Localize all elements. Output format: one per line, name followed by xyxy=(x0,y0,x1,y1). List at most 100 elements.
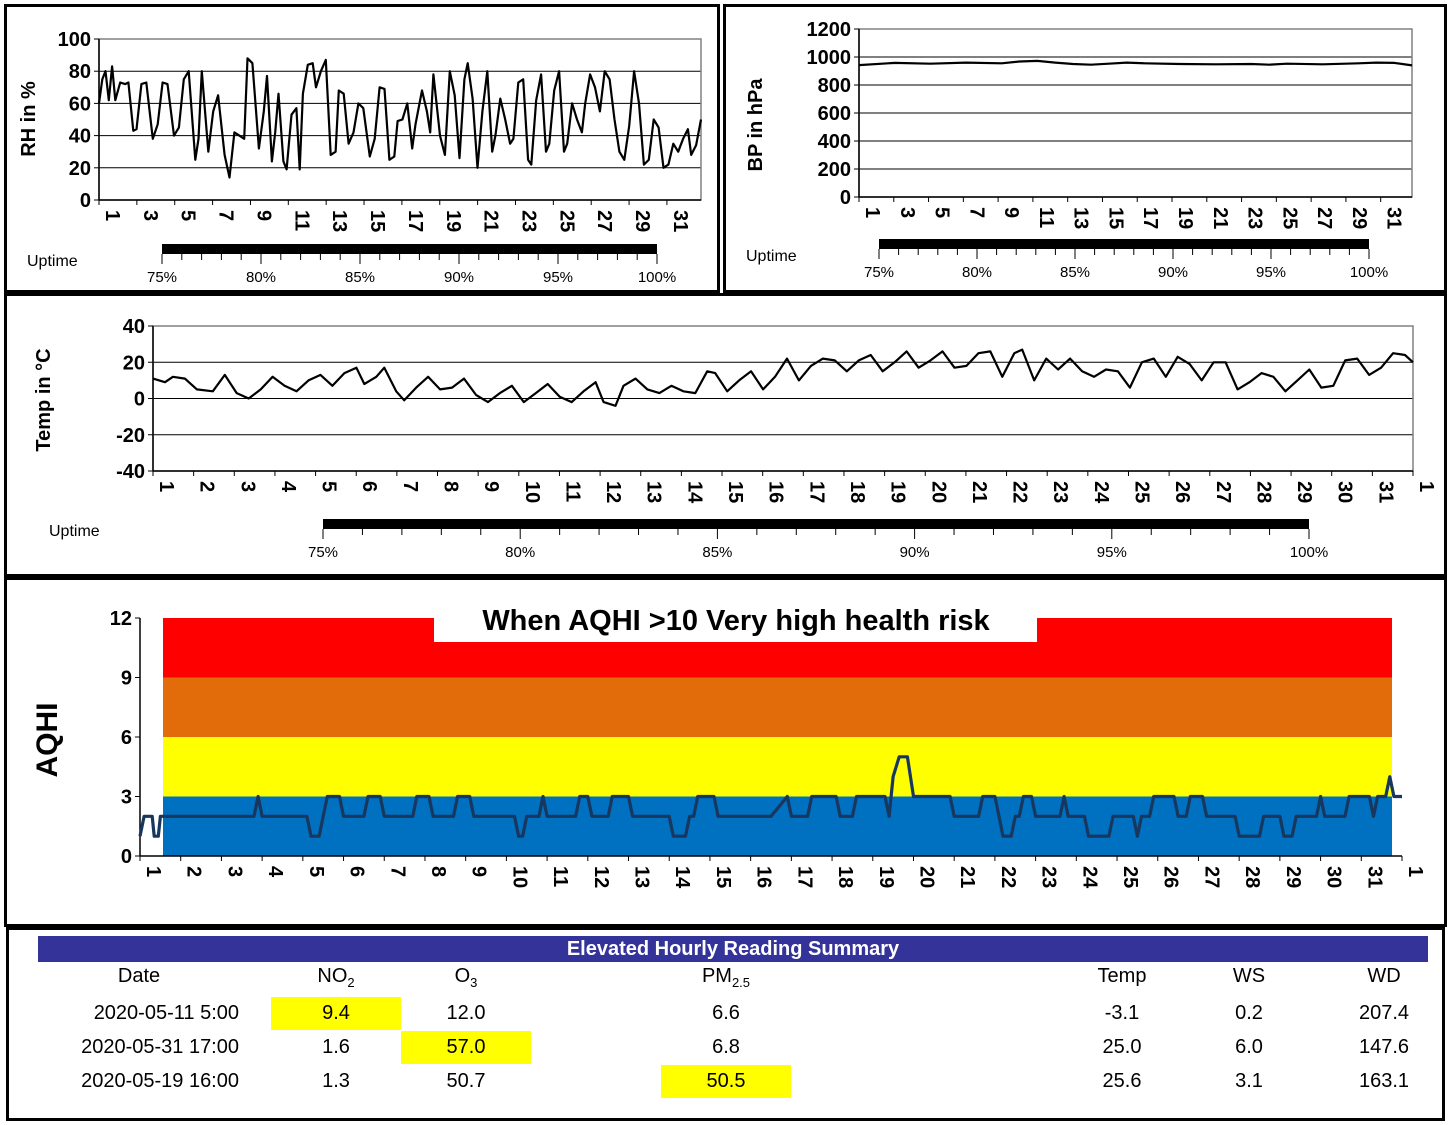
x-tick-label: 22 xyxy=(997,866,1019,888)
x-tick-label: 9 xyxy=(468,866,490,877)
temp-uptime-pct: 85% xyxy=(702,544,732,561)
rh-uptime-pct: 95% xyxy=(543,269,573,286)
x-tick-label: 3 xyxy=(236,481,258,492)
x-tick-label: 1 xyxy=(1404,866,1426,877)
x-tick-label: 16 xyxy=(765,481,787,503)
y-tick-label: -40 xyxy=(116,461,145,483)
x-tick-label: 9 xyxy=(252,210,274,221)
cell-temp: -3.1 xyxy=(1104,1002,1140,1024)
header-no2-sub: 2 xyxy=(347,975,355,990)
cell-no2: 9.4 xyxy=(271,997,401,1030)
bp-y-axis-title: BP in hPa xyxy=(745,78,767,172)
x-tick-label: 13 xyxy=(328,210,350,232)
cell-no2: 1.3 xyxy=(322,1070,350,1092)
x-tick-label: 24 xyxy=(1090,481,1112,504)
bp-uptime-pct: 100% xyxy=(1350,264,1388,281)
header-o3-base: O xyxy=(454,965,471,987)
x-tick-label: 4 xyxy=(264,866,286,878)
cell-temp: 25.6 xyxy=(1102,1070,1142,1092)
header-no2-base: NO xyxy=(317,965,348,987)
header-pm: PM2.5 xyxy=(661,960,791,993)
y-tick-label: 600 xyxy=(818,103,851,125)
x-tick-label: 31 xyxy=(669,210,691,232)
x-tick-label: 6 xyxy=(346,866,368,877)
bp-series-line xyxy=(858,59,1413,67)
bp-uptime-pct: 95% xyxy=(1256,264,1286,281)
x-tick-label: 25 xyxy=(555,210,577,232)
cell-pm: 6.6 xyxy=(712,1002,740,1024)
x-tick-label: 5 xyxy=(305,866,327,877)
x-tick-label: 10 xyxy=(521,481,543,503)
x-tick-label: 13 xyxy=(631,866,653,888)
x-tick-label: 18 xyxy=(846,481,868,503)
x-tick-label: 29 xyxy=(631,210,653,232)
x-tick-label: 14 xyxy=(683,481,705,504)
x-tick-label: 25 xyxy=(1119,866,1141,888)
cell-ws: 3.1 xyxy=(1235,1070,1263,1092)
x-tick-label: 8 xyxy=(440,481,462,492)
x-tick-label: 23 xyxy=(1038,866,1060,888)
x-tick-label: 13 xyxy=(1070,207,1092,229)
x-tick-label: 6 xyxy=(358,481,380,492)
x-tick-label: 17 xyxy=(805,481,827,503)
x-tick-label: 20 xyxy=(915,866,937,888)
x-tick-label: 4 xyxy=(277,481,299,493)
header-no2: NO2 xyxy=(271,960,401,993)
summary-title: Elevated Hourly Reading Summary xyxy=(38,936,1428,962)
y-tick-label: 0 xyxy=(840,187,851,209)
x-tick-label: 3 xyxy=(896,207,918,218)
x-tick-label: 7 xyxy=(386,866,408,877)
x-tick-label: 27 xyxy=(593,210,615,232)
x-tick-label: 23 xyxy=(1244,207,1266,229)
aqhi-panel: 0 3 6 9 12 1 2 3 4 5 6 7 8 9 10 11 12 13 14 15 16 17 18 19 20 21 2… xyxy=(4,577,1447,927)
aqhi-band-1 xyxy=(163,737,1392,797)
x-tick-label: 30 xyxy=(1323,866,1345,888)
y-tick-label: 100 xyxy=(58,29,91,51)
bp-uptime-bar xyxy=(879,239,1369,249)
y-tick-label: 9 xyxy=(121,668,132,690)
temp-y-axis-title: Temp in °C xyxy=(33,348,55,451)
cell-date: 2020-05-19 16:00 xyxy=(81,1070,239,1092)
cell-ws: 0.2 xyxy=(1235,1002,1263,1024)
rh-uptime-pct: 85% xyxy=(345,269,375,286)
x-tick-label: 15 xyxy=(712,866,734,888)
x-tick-label: 27 xyxy=(1212,481,1234,503)
x-tick-label: 5 xyxy=(318,481,340,492)
x-tick-label: 31 xyxy=(1363,866,1385,888)
x-tick-label: 26 xyxy=(1160,866,1182,888)
x-tick-label: 19 xyxy=(1174,207,1196,229)
temp-panel: -40 -20 0 20 40 1 2 3 4 5 6 7 8 9 10 11 12 13 14 15 16 17 18 19… xyxy=(4,293,1447,577)
x-tick-label: 9 xyxy=(1000,207,1022,218)
x-tick-label: 3 xyxy=(139,210,161,221)
x-tick-label: 17 xyxy=(404,210,426,232)
x-tick-label: 29 xyxy=(1348,207,1370,229)
temp-uptime-pct: 80% xyxy=(505,544,535,561)
x-tick-label: 1 xyxy=(1415,481,1437,492)
header-pm-base: PM xyxy=(701,965,732,987)
x-tick-label: 19 xyxy=(875,866,897,888)
x-tick-label: 27 xyxy=(1313,207,1335,229)
x-tick-label: 2 xyxy=(183,866,205,877)
rh-uptime-pct: 90% xyxy=(444,269,474,286)
x-tick-label: 27 xyxy=(1200,866,1222,888)
temp-uptime-bar xyxy=(323,519,1309,529)
bp-uptime-pct: 75% xyxy=(864,264,894,281)
cell-wd: 147.6 xyxy=(1358,1036,1410,1058)
y-tick-label: 6 xyxy=(121,727,132,749)
aqhi-band-0 xyxy=(163,796,1392,856)
x-tick-label: 18 xyxy=(834,866,856,888)
y-tick-label: 80 xyxy=(69,61,91,83)
cell-date: 2020-05-31 17:00 xyxy=(81,1036,239,1058)
x-tick-label: 15 xyxy=(1104,207,1126,229)
y-tick-label: 60 xyxy=(69,93,91,115)
temp-uptime-pct: 100% xyxy=(1290,544,1328,561)
aqhi-y-axis-title: AQHI xyxy=(31,703,64,778)
header-pm-sub: 2.5 xyxy=(731,975,751,990)
y-tick-label: 20 xyxy=(123,352,145,374)
y-tick-label: 200 xyxy=(818,159,851,181)
rh-uptime-pct: 75% xyxy=(147,269,177,286)
y-tick-label: 0 xyxy=(80,190,91,212)
